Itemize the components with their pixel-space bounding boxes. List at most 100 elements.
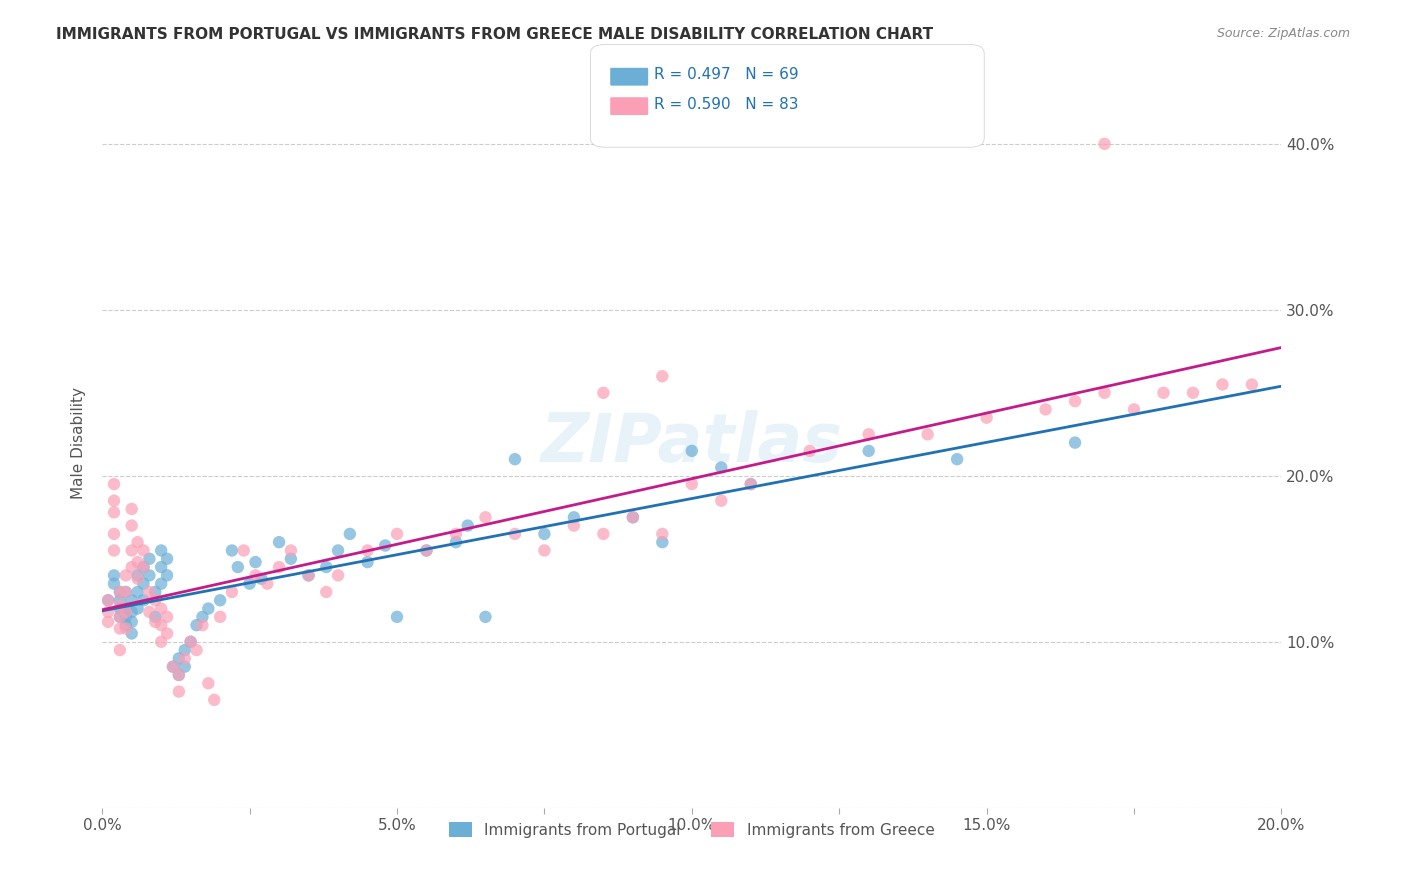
Point: [858, 427, 880, 442]
Point: [256, 576, 278, 591]
Point: [132, 560, 155, 574]
Point: [356, 543, 378, 558]
Point: [108, 610, 131, 624]
Point: [415, 543, 437, 558]
Point: [156, 551, 179, 566]
Point: [114, 585, 136, 599]
Point: [167, 651, 190, 665]
Point: [385, 610, 408, 624]
Point: [114, 601, 136, 615]
Point: [1035, 402, 1057, 417]
Point: [457, 518, 479, 533]
Point: [121, 593, 143, 607]
Point: [114, 568, 136, 582]
Point: [132, 576, 155, 591]
Point: [138, 568, 160, 582]
Point: [710, 493, 733, 508]
Point: [1211, 377, 1233, 392]
Point: [356, 555, 378, 569]
Point: [121, 626, 143, 640]
Point: [150, 576, 173, 591]
Point: [127, 585, 149, 599]
Point: [127, 568, 149, 582]
Point: [621, 510, 644, 524]
Point: [533, 543, 555, 558]
Point: [127, 555, 149, 569]
Point: [474, 610, 496, 624]
Point: [326, 543, 349, 558]
Point: [108, 610, 131, 624]
Point: [1153, 385, 1175, 400]
Point: [103, 493, 125, 508]
Point: [191, 618, 214, 632]
Text: R = 0.497   N = 69: R = 0.497 N = 69: [654, 68, 799, 82]
Text: IMMIGRANTS FROM PORTUGAL VS IMMIGRANTS FROM GREECE MALE DISABILITY CORRELATION C: IMMIGRANTS FROM PORTUGAL VS IMMIGRANTS F…: [56, 27, 934, 42]
Point: [297, 568, 319, 582]
Point: [267, 560, 290, 574]
Point: [740, 477, 762, 491]
Point: [444, 535, 467, 549]
Point: [114, 585, 136, 599]
Point: [97, 593, 120, 607]
Point: [156, 626, 179, 640]
Point: [197, 601, 219, 615]
Point: [858, 443, 880, 458]
Point: [976, 410, 998, 425]
Point: [114, 618, 136, 632]
Point: [103, 527, 125, 541]
Point: [127, 535, 149, 549]
Point: [202, 693, 225, 707]
Point: [150, 560, 173, 574]
Point: [108, 622, 131, 636]
Point: [167, 668, 190, 682]
Point: [143, 593, 166, 607]
Point: [132, 593, 155, 607]
Point: [562, 510, 585, 524]
Point: [1240, 377, 1263, 392]
Point: [150, 634, 173, 648]
Point: [108, 593, 131, 607]
Point: [138, 551, 160, 566]
Point: [127, 572, 149, 586]
Point: [245, 555, 267, 569]
Point: [533, 527, 555, 541]
Point: [103, 543, 125, 558]
Point: [415, 543, 437, 558]
Point: [267, 535, 290, 549]
Point: [173, 651, 195, 665]
Point: [121, 543, 143, 558]
Point: [444, 527, 467, 541]
Point: [156, 568, 179, 582]
Point: [297, 568, 319, 582]
Point: [503, 527, 526, 541]
Point: [97, 615, 120, 629]
Point: [150, 543, 173, 558]
Point: [651, 535, 673, 549]
Point: [1094, 136, 1116, 151]
Point: [143, 615, 166, 629]
Point: [138, 605, 160, 619]
Point: [280, 551, 302, 566]
Point: [156, 610, 179, 624]
Point: [186, 618, 208, 632]
Point: [799, 443, 821, 458]
Point: [173, 659, 195, 673]
Point: [339, 527, 361, 541]
Point: [209, 593, 232, 607]
Point: [108, 599, 131, 613]
Point: [121, 560, 143, 574]
Point: [474, 510, 496, 524]
Point: [114, 610, 136, 624]
Point: [103, 576, 125, 591]
Point: [103, 568, 125, 582]
Point: [592, 385, 614, 400]
Point: [97, 593, 120, 607]
Point: [740, 477, 762, 491]
Point: [221, 585, 243, 599]
Point: [191, 610, 214, 624]
Point: [209, 610, 232, 624]
Point: [150, 601, 173, 615]
Point: [562, 518, 585, 533]
Point: [1094, 385, 1116, 400]
Point: [374, 539, 396, 553]
